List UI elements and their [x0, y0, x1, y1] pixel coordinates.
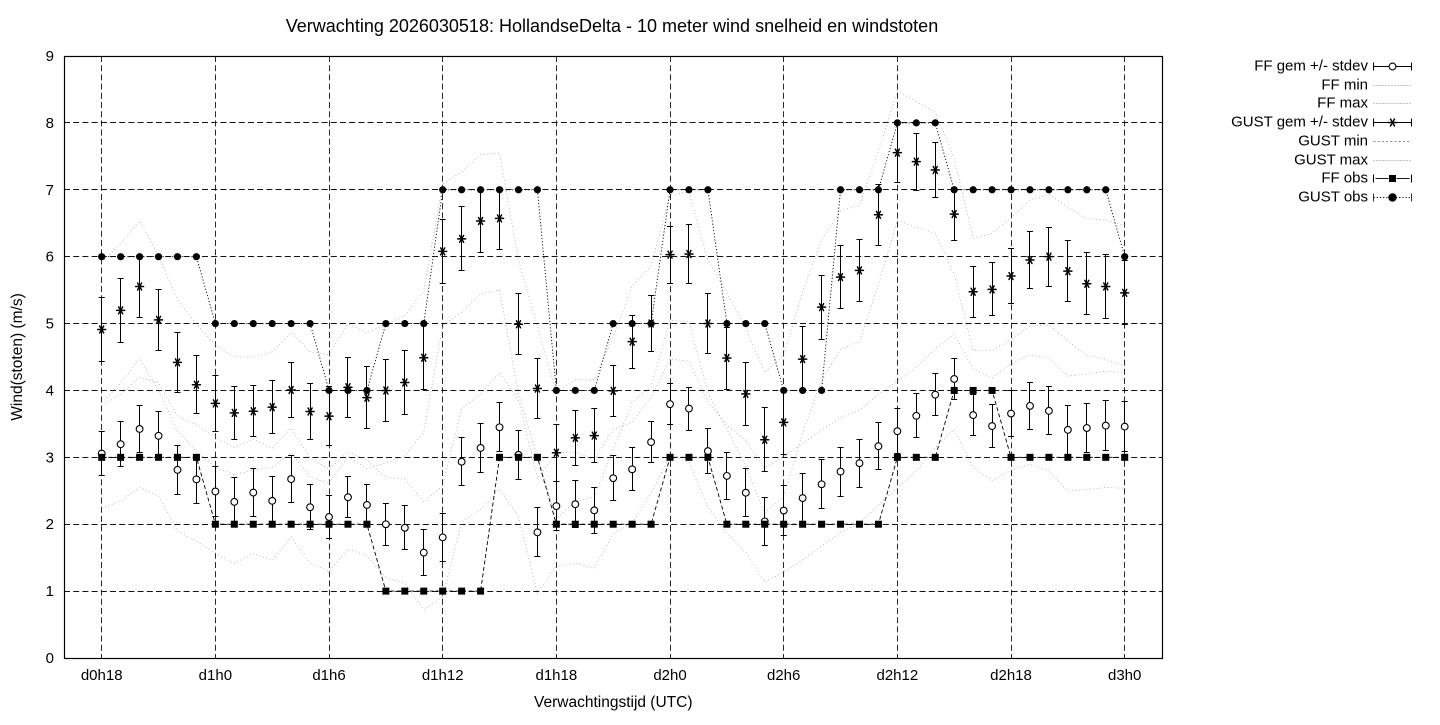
svg-text:d2h6: d2h6: [767, 667, 800, 684]
svg-text:3: 3: [46, 449, 54, 466]
svg-text:d2h18: d2h18: [990, 667, 1032, 684]
svg-text:5: 5: [46, 316, 54, 333]
svg-text:1: 1: [46, 583, 54, 600]
svg-text:GUST gem +/- stdev: GUST gem +/- stdev: [1231, 114, 1368, 131]
svg-text:FF gem +/- stdev: FF gem +/- stdev: [1254, 58, 1368, 75]
svg-text:9: 9: [46, 48, 54, 65]
svg-text:GUST min: GUST min: [1298, 133, 1368, 150]
svg-text:d2h12: d2h12: [877, 667, 919, 684]
svg-text:GUST max: GUST max: [1294, 152, 1368, 169]
svg-text:FF max: FF max: [1317, 95, 1368, 112]
svg-text:8: 8: [46, 115, 54, 132]
svg-text:0: 0: [46, 650, 54, 667]
svg-text:d1h18: d1h18: [536, 667, 578, 684]
svg-text:4: 4: [46, 382, 54, 399]
svg-text:d0h18: d0h18: [81, 667, 123, 684]
svg-text:GUST obs: GUST obs: [1298, 189, 1368, 206]
svg-text:Verwachtingstijd (UTC): Verwachtingstijd (UTC): [534, 694, 693, 711]
svg-text:Wind(stoten) (m/s): Wind(stoten) (m/s): [9, 293, 26, 420]
svg-text:d2h0: d2h0: [653, 667, 686, 684]
svg-text:2: 2: [46, 516, 54, 533]
svg-text:Verwachting 2026030518: Hollan: Verwachting 2026030518: HollandseDelta -…: [286, 16, 938, 36]
svg-text:d1h12: d1h12: [422, 667, 464, 684]
svg-text:d1h0: d1h0: [199, 667, 232, 684]
svg-text:6: 6: [46, 249, 54, 266]
svg-text:d1h6: d1h6: [312, 667, 345, 684]
svg-text:FF obs: FF obs: [1321, 170, 1368, 187]
svg-text:d3h0: d3h0: [1108, 667, 1141, 684]
svg-text:7: 7: [46, 182, 54, 199]
svg-text:FF min: FF min: [1321, 77, 1368, 94]
